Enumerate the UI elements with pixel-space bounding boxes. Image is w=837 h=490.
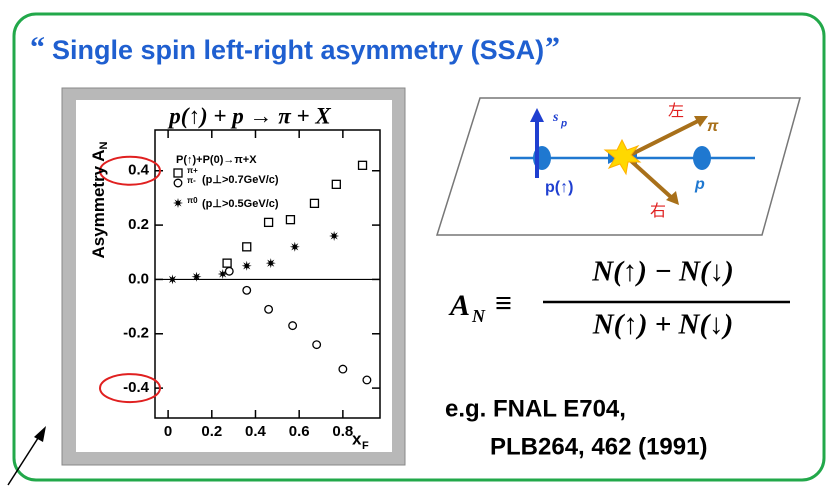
point bbox=[289, 322, 297, 330]
plot-background bbox=[76, 100, 392, 452]
spin-label: s bbox=[552, 110, 559, 125]
y-label-sub: N bbox=[98, 141, 110, 149]
legend-label: π0 bbox=[187, 196, 198, 205]
formula-lhs: A bbox=[448, 289, 470, 322]
y-tick-label: -0.4 bbox=[123, 379, 150, 396]
legend-condition: (p⊥>0.7GeV/c) bbox=[202, 174, 279, 186]
x-tick-label: 0 bbox=[164, 423, 172, 440]
point bbox=[286, 216, 294, 224]
formula-equiv: ≡ bbox=[495, 287, 512, 320]
x-tick-label: 0.4 bbox=[245, 423, 267, 440]
slide: “ Single spin left-right asymmetry (SSA)… bbox=[0, 0, 837, 490]
point bbox=[339, 365, 347, 373]
x-axis-label: x bbox=[352, 429, 362, 448]
quote: ” bbox=[545, 31, 560, 64]
legend-label: π+ bbox=[187, 166, 198, 175]
target-label: p bbox=[694, 176, 705, 193]
x-axis-label-sub: F bbox=[362, 440, 369, 452]
x-tick-label: 0.6 bbox=[289, 423, 310, 440]
reference: PLB264, 462 (1991) bbox=[490, 433, 707, 460]
point bbox=[265, 218, 273, 226]
right-label: 右 bbox=[650, 202, 666, 220]
reference: e.g. FNAL E704, bbox=[445, 395, 626, 422]
formula-denominator: N(↑) + N(↓) bbox=[592, 309, 734, 341]
y-axis-label: Asymmetry AN bbox=[89, 141, 109, 258]
plot-title: p(↑) + p → π + X bbox=[167, 103, 331, 128]
legend-label: π- bbox=[187, 176, 196, 185]
point bbox=[243, 287, 251, 295]
y-tick-label: -0.2 bbox=[123, 325, 149, 342]
proton bbox=[693, 146, 711, 170]
y-tick-label: 0.4 bbox=[128, 162, 150, 179]
point bbox=[332, 180, 340, 188]
y-tick-label: 0.2 bbox=[128, 216, 149, 233]
pion-label: π bbox=[707, 118, 719, 135]
point bbox=[359, 161, 367, 169]
quote: “ bbox=[30, 31, 45, 64]
slide-title: Single spin left-right asymmetry (SSA) bbox=[52, 35, 544, 65]
y-label-main: Asymmetry A bbox=[89, 149, 108, 258]
beam-label: p(↑) bbox=[545, 179, 573, 196]
point bbox=[223, 259, 231, 267]
plane bbox=[437, 98, 800, 235]
x-tick-label: 0.8 bbox=[332, 423, 353, 440]
point bbox=[363, 376, 371, 384]
formula-sub: N bbox=[471, 306, 486, 326]
x-tick-label: 0.2 bbox=[201, 423, 222, 440]
point bbox=[310, 199, 318, 207]
y-tick-label: 0.0 bbox=[128, 270, 149, 287]
point bbox=[313, 341, 321, 349]
legend-title: P(↑)+P(0)→π+X bbox=[176, 154, 257, 166]
legend-marker bbox=[174, 169, 182, 177]
spin-sub: p bbox=[560, 119, 567, 130]
legend-condition: (p⊥>0.5GeV/c) bbox=[202, 198, 279, 210]
legend-marker bbox=[174, 179, 182, 187]
legend-marker bbox=[173, 198, 183, 208]
point bbox=[243, 243, 251, 251]
left-label: 左 bbox=[668, 102, 684, 120]
point bbox=[265, 306, 273, 314]
formula-numerator: N(↑) − N(↓) bbox=[591, 256, 734, 288]
